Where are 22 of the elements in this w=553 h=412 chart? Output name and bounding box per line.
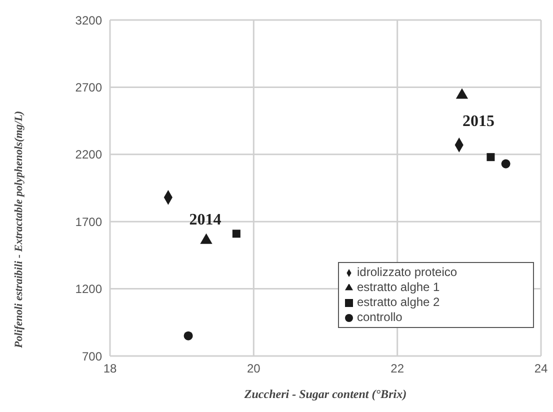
legend-label: controllo [357, 310, 402, 324]
point [232, 230, 240, 238]
point [486, 153, 495, 162]
y-tick-label: 3200 [75, 13, 102, 28]
x-tick-label: 24 [534, 362, 548, 376]
x-tick-label: 20 [246, 362, 261, 376]
y-tick-label: 1200 [75, 282, 102, 296]
x-tick-label: 18 [103, 362, 117, 376]
legend-label: idrolizzato proteico [357, 265, 458, 279]
y-tick-label: 2700 [75, 80, 102, 94]
point [184, 331, 193, 340]
y-tick-label: 700 [82, 349, 102, 364]
y-tick-label: 2200 [75, 148, 102, 162]
annotation: 2014 [189, 212, 222, 229]
x-tick-label: 22 [390, 362, 404, 376]
legend-label: estratto alghe 2 [357, 295, 440, 309]
annotation: 2015 [462, 112, 495, 130]
y-axis-title: Polifenoli estraibili - Extractable polyphenols(mg/L) [12, 110, 25, 348]
point [501, 159, 510, 168]
y-tick-label: 1700 [75, 214, 102, 229]
x-axis-title: Zuccheri - Sugar content (°Brix) [243, 387, 407, 401]
legend-label: estratto alghe 1 [357, 280, 440, 294]
